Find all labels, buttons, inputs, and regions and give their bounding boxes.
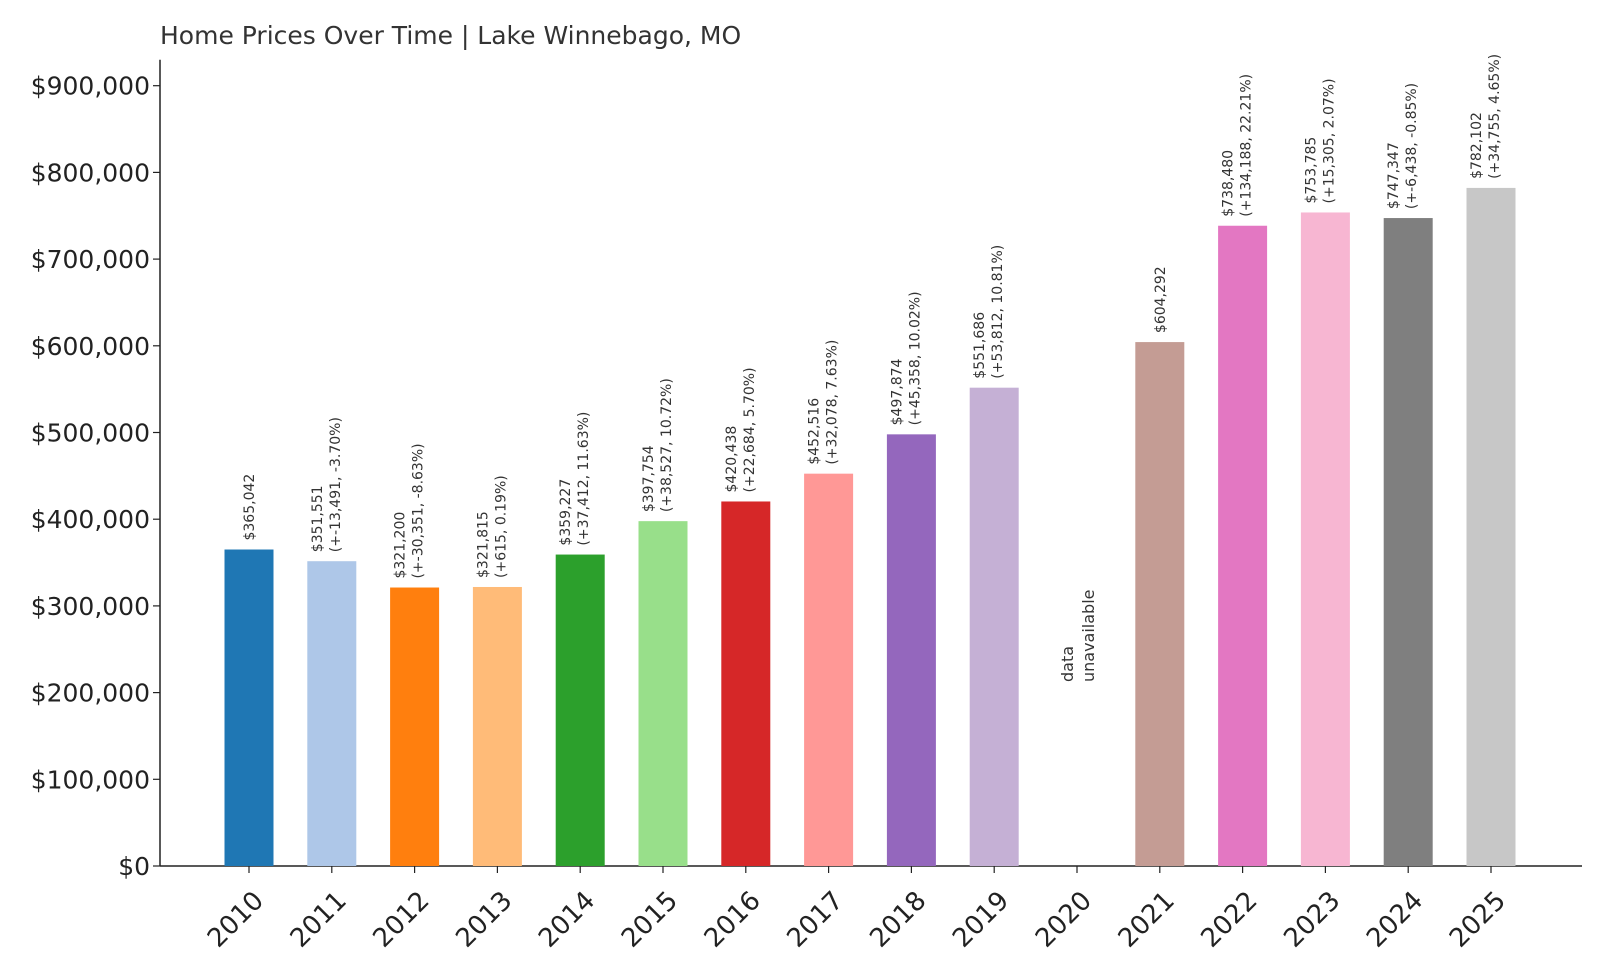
bar-2021 <box>1135 342 1185 866</box>
x-tick-label: 2024 <box>1361 886 1429 954</box>
bar-2010 <box>224 549 274 866</box>
x-axis: 2010 2011 2012 2013 2014 2015 2016 2017 2018 2019… <box>160 865 1582 954</box>
bar-2024 <box>1383 218 1433 866</box>
bar-2017 <box>804 473 854 866</box>
y-tick-label: $100,000 <box>31 765 150 794</box>
missing-data-label: data unavailable <box>1058 590 1098 683</box>
y-tick-label: $300,000 <box>31 592 150 621</box>
bar-value-label: $359,227 (+37,412, 11.63%) <box>558 412 592 546</box>
bar-value-label: $738,480 (+134,188, 22.21%) <box>1221 74 1255 217</box>
x-tick-label: 2025 <box>1444 886 1512 954</box>
x-tick-label: 2023 <box>1278 886 1346 954</box>
y-tick-label: $0 <box>118 852 150 881</box>
x-tick-label: 2017 <box>782 886 850 954</box>
x-tick-label: 2021 <box>1113 886 1181 954</box>
x-tick-label: 2020 <box>1030 886 1098 954</box>
bar-2015 <box>638 521 688 866</box>
bar-value-label: $497,874 (+45,358, 10.02%) <box>889 291 923 425</box>
bar-2016 <box>721 501 771 866</box>
y-axis: $0 $100,000 $200,000 $300,000 $400,000 $500,0… <box>31 59 161 881</box>
y-tick-label: $400,000 <box>31 505 150 534</box>
bar-2012 <box>390 587 440 866</box>
x-tick-label: 2010 <box>202 886 270 954</box>
bar-value-label: $397,754 (+38,527, 10.72%) <box>641 378 675 512</box>
x-tick-label: 2022 <box>1196 886 1264 954</box>
bar-2025 <box>1466 187 1516 866</box>
bar-2014 <box>555 554 605 866</box>
bars <box>224 187 1516 867</box>
x-tick-label: 2016 <box>699 886 767 954</box>
bar-value-label: $551,686 (+53,812, 10.81%) <box>972 245 1006 379</box>
bar-value-label: $365,042 <box>242 474 258 541</box>
bar-2022 <box>1218 225 1268 866</box>
bar-value-label: $321,815 (+615, 0.19%) <box>475 475 509 578</box>
bar-2013 <box>472 586 522 866</box>
bar-value-label: $452,516 (+32,078, 7.63%) <box>807 340 841 465</box>
bar-2011 <box>307 561 357 866</box>
x-tick-label: 2013 <box>450 886 518 954</box>
x-tick-label: 2011 <box>285 886 353 954</box>
bar-value-label: $420,438 (+22,684, 5.70%) <box>724 367 758 492</box>
chart-title: Home Prices Over Time | Lake Winnebago, … <box>160 21 741 50</box>
bar-value-label: $604,292 <box>1153 266 1169 333</box>
x-tick-label: 2018 <box>864 886 932 954</box>
y-tick-label: $700,000 <box>31 245 150 274</box>
x-tick-label: 2012 <box>368 886 436 954</box>
x-tick-label: 2015 <box>616 886 684 954</box>
bar-value-label: $351,551 (+-13,491, -3.70%) <box>310 417 344 552</box>
y-tick-label: $200,000 <box>31 679 150 708</box>
bar-2023 <box>1300 212 1350 867</box>
bar-2018 <box>886 434 936 866</box>
y-tick-label: $500,000 <box>31 419 150 448</box>
bar-value-label: $782,102 (+34,755, 4.65%) <box>1469 54 1503 179</box>
y-tick-label: $800,000 <box>31 158 150 187</box>
bar-value-label: $747,347 (+-6,438, -0.85%) <box>1386 83 1420 209</box>
bar-value-label: $753,785 (+15,305, 2.07%) <box>1303 78 1337 203</box>
y-tick-label: $600,000 <box>31 332 150 361</box>
value-labels: $365,042 $351,551 (+-13,491, -3.70%) $321,2… <box>242 54 1503 682</box>
bar-2019 <box>969 387 1019 866</box>
x-tick-label: 2014 <box>533 886 601 954</box>
bar-value-label: $321,200 (+-30,351, -8.63%) <box>393 443 427 578</box>
y-tick-label: $900,000 <box>31 72 150 101</box>
x-tick-label: 2019 <box>947 886 1015 954</box>
